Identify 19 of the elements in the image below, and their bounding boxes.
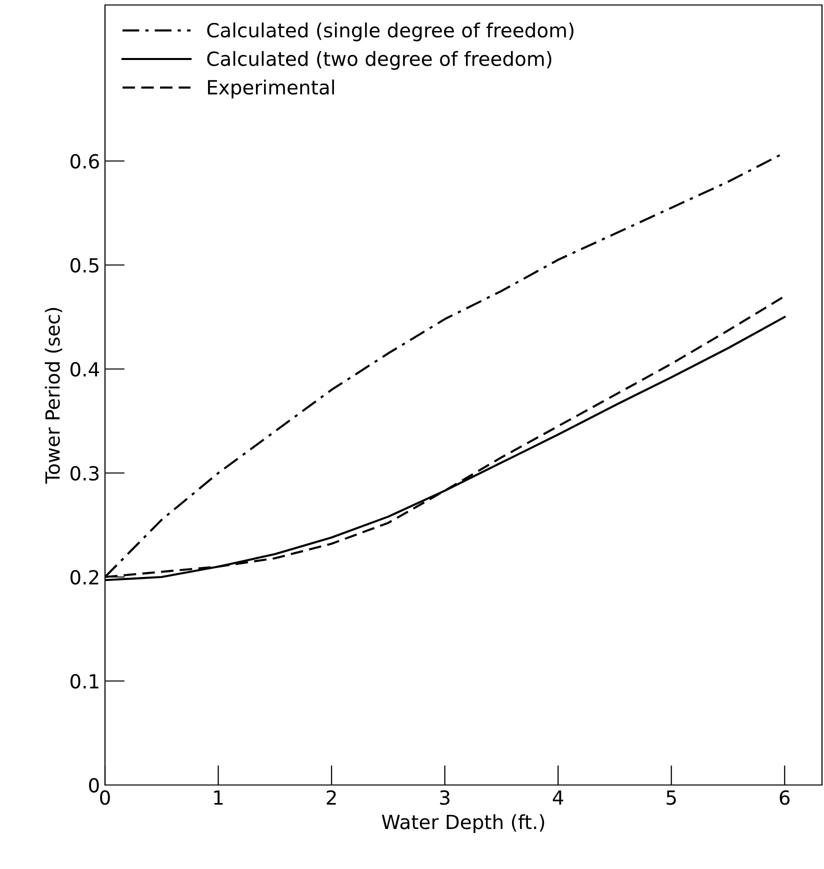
legend-label: Experimental xyxy=(208,80,334,98)
y-tick-label: 0.5 xyxy=(70,258,98,273)
x-tick-label: 0 xyxy=(100,790,110,805)
legend-label: Calculated (two degree of freedom) xyxy=(207,51,552,70)
x-axis-title: Water Depth (ft.) xyxy=(382,814,544,834)
y-tick-label: 0.6 xyxy=(70,154,99,169)
y-tick-label: 0.1 xyxy=(70,674,98,689)
x-tick-label: 3 xyxy=(440,790,450,805)
x-tick-label: 6 xyxy=(780,790,790,805)
y-tick-label: 0.3 xyxy=(70,466,99,481)
x-tick-label: 4 xyxy=(552,790,564,805)
legend-label: Calculated (single degree of freedom) xyxy=(207,22,574,42)
y-tick-label: 0 xyxy=(89,778,99,793)
y-axis-title: Tower Period (sec) xyxy=(44,308,62,484)
y-tick-label: 0.2 xyxy=(70,570,98,585)
x-tick-label: 2 xyxy=(326,790,336,805)
x-tick-label: 5 xyxy=(666,790,676,805)
y-tick-label: 0.4 xyxy=(70,362,100,377)
x-tick-label: 1 xyxy=(214,790,223,805)
